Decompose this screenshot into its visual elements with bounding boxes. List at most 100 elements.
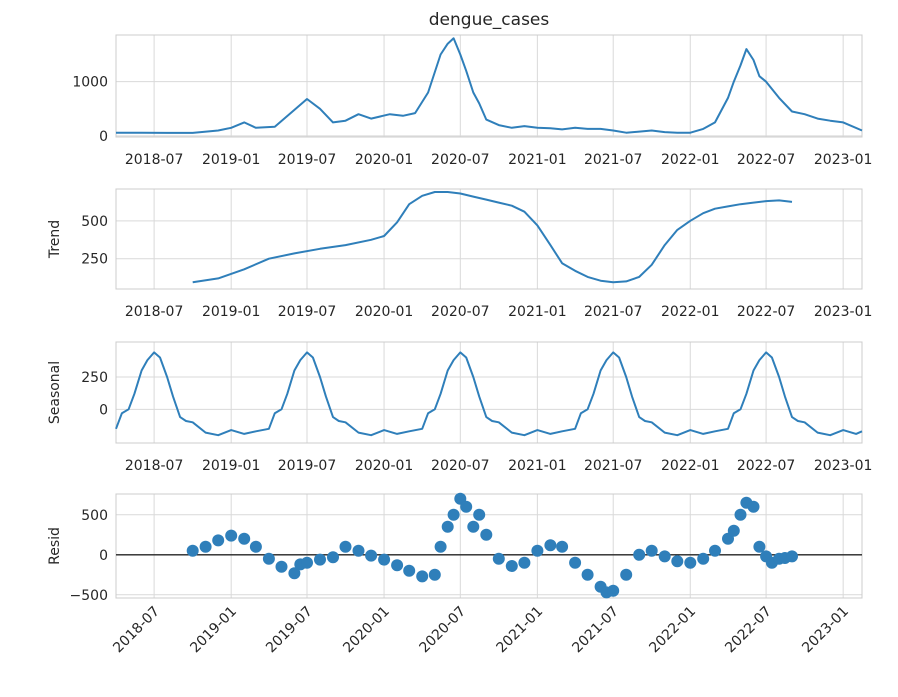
x-tick-label: 2019-01 xyxy=(202,152,261,168)
y-tick-label: 250 xyxy=(81,370,108,386)
y-tick-label: 500 xyxy=(81,214,108,230)
x-tick-label: 2022-01 xyxy=(646,604,699,657)
resid-point xyxy=(645,544,658,557)
resid-point xyxy=(786,550,798,563)
x-tick-label: 2021-01 xyxy=(508,152,567,168)
resid-point xyxy=(249,540,262,553)
resid-point xyxy=(327,551,339,564)
resid-point xyxy=(275,560,288,573)
resid-point xyxy=(492,552,505,565)
trend-panel: 250 500 2018-07 2019-01 2019-07 2020-01 2020-0… xyxy=(47,188,872,320)
resid-point xyxy=(238,532,251,545)
resid-point xyxy=(620,568,633,581)
resid-point xyxy=(544,539,557,552)
x-tick-label: 2018-07 xyxy=(125,304,184,320)
x-tick-label: 2018-07 xyxy=(125,152,184,168)
resid-point xyxy=(460,500,473,513)
x-tick-label: 2023-01 xyxy=(814,152,873,168)
resid-point xyxy=(199,540,212,553)
resid-point xyxy=(186,544,199,557)
resid-point xyxy=(212,534,225,547)
y-axis-label: Resid xyxy=(47,527,63,565)
resid-panel: −500 0 500 2018-07 2019-01 2019-07 2020-01 2020… xyxy=(47,492,863,657)
resid-point xyxy=(441,520,454,533)
x-tick-label: 2022-07 xyxy=(737,304,796,320)
x-tick-label: 2020-07 xyxy=(431,458,490,474)
resid-point xyxy=(225,529,238,542)
axes-frame xyxy=(115,493,863,599)
x-tick-label: 2021-01 xyxy=(508,458,567,474)
resid-point xyxy=(262,552,275,565)
resid-point xyxy=(684,556,697,569)
x-tick-label: 2021-01 xyxy=(508,304,567,320)
series-line xyxy=(116,37,863,134)
series-line xyxy=(115,351,863,437)
resid-point xyxy=(518,556,531,569)
x-tick-label: 2020-07 xyxy=(431,152,490,168)
seasonal-panel: 0 250 2018-07 2019-01 2019-07 2020-01 2020-07 2… xyxy=(47,341,873,474)
resid-point xyxy=(288,567,301,580)
x-tick-label: 2018-07 xyxy=(110,604,163,657)
x-tick-label: 2020-07 xyxy=(416,604,469,657)
x-tick-label: 2022-01 xyxy=(661,304,720,320)
resid-point xyxy=(505,560,518,572)
x-tick-label: 2020-01 xyxy=(355,152,414,168)
x-tick-label: 2021-07 xyxy=(584,458,643,474)
resid-point xyxy=(753,540,766,553)
resid-point xyxy=(434,540,447,553)
resid-point xyxy=(365,549,378,562)
resid-point xyxy=(531,544,544,557)
resid-point xyxy=(633,548,646,561)
resid-point xyxy=(428,568,441,581)
resid-point xyxy=(473,508,486,521)
y-tick-label: 0 xyxy=(99,548,108,564)
resid-point xyxy=(671,555,684,568)
y-tick-label: 250 xyxy=(81,252,108,268)
figure-title: dengue_cases xyxy=(429,10,550,30)
x-tick-label: 2023-01 xyxy=(799,604,852,657)
x-tick-label: 2022-07 xyxy=(722,604,775,657)
axes-frame xyxy=(115,34,863,138)
x-tick-label: 2018-07 xyxy=(125,458,184,474)
y-axis-label: Trend xyxy=(47,220,63,259)
resid-point xyxy=(697,552,710,565)
resid-point xyxy=(403,564,416,577)
x-tick-label: 2021-07 xyxy=(569,604,622,657)
resid-point xyxy=(378,553,391,566)
resid-point xyxy=(581,568,594,581)
resid-point xyxy=(556,540,569,553)
x-tick-label: 2020-01 xyxy=(355,304,414,320)
x-tick-label: 2022-01 xyxy=(661,458,720,474)
x-tick-label: 2023-01 xyxy=(814,458,873,474)
resid-point xyxy=(339,540,352,553)
x-tick-label: 2021-07 xyxy=(584,304,643,320)
y-axis-label: Seasonal xyxy=(47,361,63,424)
x-tick-label: 2019-07 xyxy=(278,152,337,168)
axes-frame xyxy=(115,188,863,290)
resid-point xyxy=(352,544,365,557)
observed-panel: 0 1000 2018-07 2019-01 2019-07 2020-01 2020-07… xyxy=(72,34,873,168)
resid-point xyxy=(301,556,313,569)
y-tick-label: 1000 xyxy=(72,75,108,91)
x-tick-label: 2022-07 xyxy=(737,458,796,474)
resid-point xyxy=(447,508,460,521)
y-tick-label: 0 xyxy=(99,402,108,418)
resid-point xyxy=(391,559,404,572)
x-tick-label: 2022-07 xyxy=(737,152,796,168)
resid-point xyxy=(747,500,760,513)
resid-point xyxy=(607,584,620,597)
resid-point xyxy=(658,550,671,563)
resid-point xyxy=(314,553,326,566)
resid-point xyxy=(709,544,721,557)
x-tick-label: 2019-07 xyxy=(278,458,337,474)
resid-point xyxy=(416,570,429,583)
series-line xyxy=(192,191,793,284)
y-tick-label: −500 xyxy=(70,588,108,604)
x-tick-label: 2022-01 xyxy=(661,152,720,168)
y-tick-label: 500 xyxy=(81,508,108,524)
axes-frame xyxy=(115,341,863,444)
x-tick-label: 2020-01 xyxy=(355,458,414,474)
x-tick-label: 2021-01 xyxy=(494,604,547,657)
x-tick-label: 2020-07 xyxy=(431,304,490,320)
